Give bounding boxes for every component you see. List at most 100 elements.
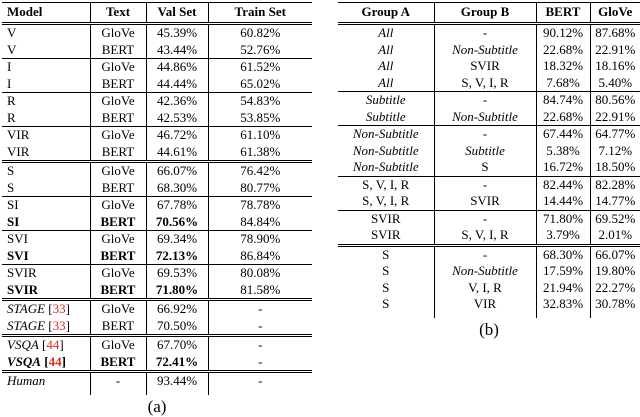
cell-text: 43.44%: [156, 41, 198, 57]
table-row: All Non-Subtitle 22.68% 22.91%: [338, 41, 640, 58]
cell-text: BERT: [100, 247, 136, 263]
table-row: Subtitle Non-Subtitle 22.68% 22.91%: [338, 108, 640, 126]
cell-text: S, V, I, R: [461, 227, 509, 242]
table-cell: VSQA [44]: [2, 354, 90, 372]
table-cell: 16.72%: [535, 159, 590, 176]
table-cell: 22.91%: [589, 41, 640, 58]
citation-link[interactable]: 44: [46, 337, 60, 353]
citation-brackets: [44]: [38, 337, 64, 353]
cell-text: STAGE: [7, 301, 46, 317]
table-cell: S: [338, 263, 434, 280]
table-row: S V, I, R 21.94% 22.27%: [338, 279, 640, 296]
cell-text: 5.40%: [598, 74, 633, 90]
cell-text: 61.10%: [240, 127, 281, 143]
table-row: I GloVe 44.86% 61.52%: [2, 58, 312, 76]
cell-text: 68.30%: [542, 246, 584, 262]
table-cell: 5.38%: [535, 142, 590, 159]
table-cell: Subtitle: [433, 142, 536, 159]
table-cell: GloVe: [89, 334, 146, 354]
table-cell: VIR: [2, 144, 90, 162]
cell-text: S: [7, 179, 15, 195]
table-cell: 69.53%: [145, 264, 208, 282]
cell-text: V: [7, 41, 17, 57]
table-cell: Non-Subtitle: [338, 159, 434, 176]
cell-text: 66.92%: [156, 301, 198, 317]
cell-text: 22.91%: [595, 41, 636, 57]
cell-text: GloVe: [101, 127, 135, 143]
cell-text: VSQA: [7, 337, 39, 353]
cell-text: V: [7, 25, 17, 41]
table-cell: SVIR: [433, 58, 536, 75]
cell-text: 84.74%: [542, 92, 584, 108]
cell-text: 87.68%: [595, 25, 636, 41]
table-cell: S, V, I, R: [338, 175, 434, 193]
table-row: VSQA [44] BERT 72.41% -: [2, 353, 312, 372]
citation-link[interactable]: 44: [48, 353, 62, 369]
table-cell: Non-Subtitle: [338, 143, 434, 160]
table-cell: 69.34%: [145, 230, 208, 248]
table-cell: S: [338, 243, 434, 263]
cell-text: S, V, I, R: [362, 176, 410, 192]
table-row: S VIR 32.83% 30.78%: [338, 296, 640, 313]
cell-text: SI: [7, 197, 19, 213]
table-cell: S, V, I, R: [433, 74, 536, 92]
table-cell: BERT: [89, 143, 146, 162]
cell-text: Subtitle: [365, 108, 406, 124]
column-header: GloVe: [589, 2, 640, 24]
table-cell: 61.10%: [207, 126, 312, 144]
table-cell: GloVe: [89, 196, 146, 214]
table-cell: -: [207, 370, 312, 390]
cell-text: BERT: [101, 179, 135, 195]
cell-text: GloVe: [101, 231, 135, 247]
table-cell: 30.78%: [589, 296, 640, 313]
table-cell: 93.44%: [145, 370, 208, 390]
table-cell: GloVe: [89, 298, 146, 318]
table-cell: 67.78%: [145, 196, 208, 214]
cell-text: 72.41%: [155, 353, 199, 369]
cell-text: Subtitle: [465, 142, 505, 158]
table-cell: BERT: [89, 247, 146, 265]
table-row: STAGE [33] BERT 70.50% -: [2, 317, 312, 336]
cell-text: -: [482, 210, 488, 226]
cell-text: SVIR: [370, 210, 401, 226]
table-cell: GloVe: [89, 58, 146, 76]
cell-text: 53.85%: [240, 109, 281, 125]
table-cell: 68.30%: [535, 243, 590, 263]
cell-text: 52.76%: [240, 41, 281, 57]
subfigure-b: Group A Group B BERT GloVe All -90.12% 87.68% A…: [338, 2, 640, 340]
cell-text: SVI: [7, 247, 29, 263]
table-cell: -: [207, 317, 312, 336]
subfigure-a: Model Text Val Set Train Set V GloVe 45.39% 60.…: [2, 2, 312, 417]
table-cell: Non-Subtitle: [433, 263, 536, 280]
table-cell: 84.74%: [535, 91, 590, 109]
table-cell: SVIR: [338, 227, 434, 245]
table-cell: -: [433, 209, 536, 227]
column-header: Val Set: [145, 2, 208, 24]
citation-link[interactable]: 33: [52, 317, 66, 333]
cell-text: 45.39%: [156, 25, 198, 41]
cell-text: R: [7, 109, 16, 125]
table-cell: BERT: [89, 317, 146, 336]
table-cell: -: [433, 243, 536, 263]
citation-link[interactable]: 33: [52, 301, 66, 317]
table-cell: 42.53%: [145, 109, 208, 127]
cell-text: 67.70%: [156, 337, 198, 353]
cell-text: S, V, I, R: [362, 193, 410, 208]
cell-text: 67.44%: [542, 126, 584, 142]
table-cell: GloVe: [89, 264, 146, 282]
table-row: VIR GloVe 46.72% 61.10%: [2, 126, 312, 144]
cell-text: -: [482, 126, 488, 142]
table-cell: -: [89, 370, 146, 390]
table-cell: 61.52%: [207, 58, 312, 76]
cell-text: 80.77%: [240, 179, 281, 195]
table-cell: 53.85%: [207, 109, 312, 127]
table-cell: SVIR: [433, 193, 536, 210]
cell-text: 14.44%: [542, 193, 584, 208]
table-cell: -: [433, 125, 536, 143]
table-cell: 5.40%: [589, 74, 640, 92]
table-row: Subtitle - 84.74% 80.56%: [338, 91, 640, 109]
cell-text: All: [378, 58, 394, 73]
table-cell: Non-Subtitle: [338, 125, 434, 143]
cell-text: S: [382, 246, 390, 262]
table-cell: 64.77%: [589, 125, 640, 143]
